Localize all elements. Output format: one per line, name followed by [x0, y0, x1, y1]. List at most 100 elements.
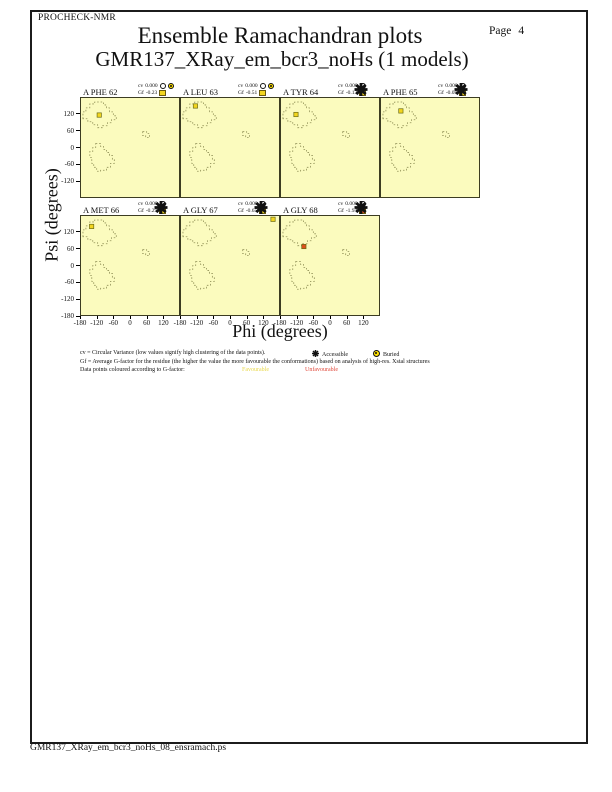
- cv-value: 0.000: [345, 83, 358, 90]
- x-tick-label: 60: [343, 319, 351, 327]
- plot-canvas: [82, 101, 150, 172]
- gf-label: Gf: [238, 207, 244, 214]
- x-tick-label: 120: [258, 319, 269, 327]
- cv-line: cv 0.000: [338, 83, 384, 96]
- data-point: [398, 108, 404, 114]
- ramachandran-plot-a-met-66: A MET 66 cv 0.000 Gf -0.29: [80, 201, 180, 316]
- app-name: PROCHECK-NMR: [38, 13, 116, 23]
- y-tick-label: 120: [63, 227, 75, 236]
- favourable-region-outline: [182, 101, 217, 129]
- gf-value: -0.29: [145, 207, 158, 214]
- y-tick-label: 120: [63, 109, 75, 118]
- y-tick-mark: [76, 281, 80, 283]
- x-tick-mark: [180, 316, 181, 319]
- y-tick-label: 0: [70, 143, 75, 152]
- favourable-region-outline: [289, 143, 315, 172]
- x-tick-mark: [313, 316, 315, 319]
- cv-line: cv 0.000: [238, 83, 284, 90]
- y-tick-mark: [76, 248, 80, 250]
- plot-stats: cv 0.000 Gf -0.08: [438, 83, 484, 96]
- plot-canvas: [182, 216, 276, 290]
- legend-gf-note: Gf = Average G-factor for the residue (t…: [80, 358, 430, 365]
- x-tick-mark: [96, 316, 98, 319]
- ramachandran-plot-a-gly-67: A GLY 67 cv 0.000 Gf -0.65: [180, 201, 280, 316]
- x-tick-label: -180: [173, 319, 187, 327]
- output-filename: GMR137_XRay_em_bcr3_noHs_08_ensramach.ps: [30, 743, 227, 753]
- page-number-value: 4: [518, 25, 525, 37]
- page-border: [30, 10, 588, 744]
- x-tick-mark: [280, 316, 281, 319]
- x-tick-mark: [330, 316, 331, 319]
- legend-favourable-label: Favourable: [242, 367, 269, 373]
- gf-value: -0.23: [145, 89, 158, 96]
- y-tick-label: 0: [70, 261, 75, 270]
- cv-value: 0.000: [245, 201, 258, 208]
- x-tick-label: -60: [208, 319, 218, 327]
- favourable-region-outline: [282, 219, 317, 247]
- favourable-region-outline: [242, 249, 250, 256]
- x-tick-mark: [163, 316, 165, 319]
- gf-label: Gf: [438, 89, 444, 96]
- y-tick-mark: [76, 265, 80, 266]
- x-tick-label: -120: [190, 319, 204, 327]
- page-number: Page 4: [489, 25, 524, 37]
- x-tick-mark: [296, 316, 298, 319]
- y-tick-mark: [76, 231, 80, 233]
- x-tick-label: -120: [90, 319, 104, 327]
- favourable-region-outline: [242, 131, 250, 138]
- residue-label: A PHE 65: [383, 87, 418, 97]
- plot-stats: cv 0.000 Gf -0.23: [138, 83, 184, 96]
- data-point: [192, 103, 198, 109]
- y-tick-label: -180: [61, 312, 74, 320]
- plot-stats: cv 0.000 Gf -0.65: [238, 201, 284, 214]
- x-tick-mark: [80, 316, 81, 319]
- cv-line: cv 0.000: [138, 201, 184, 214]
- page-title: Ensemble Ramachandran plots: [137, 23, 423, 48]
- ensemble-subtitle: GMR137_XRay_em_bcr3_noHs (1 models): [95, 47, 469, 71]
- favourable-region-outline: [82, 101, 117, 129]
- cv-value: 0.000: [445, 83, 458, 90]
- data-point: [96, 112, 102, 118]
- y-tick-label: -60: [64, 160, 74, 169]
- plot-canvas: [182, 101, 250, 172]
- x-tick-label: 60: [243, 319, 251, 327]
- cv-line: cv 0.000: [338, 201, 384, 214]
- gf-line: Gf -0.51: [238, 89, 284, 96]
- data-point: [270, 216, 276, 222]
- gf-label: Gf: [338, 207, 344, 214]
- plot-canvas: [282, 219, 350, 290]
- ramachandran-plot-a-phe-65: A PHE 65 cv 0.000 Gf -0.08: [380, 83, 480, 198]
- residue-label: A PHE 62: [83, 87, 118, 97]
- y-tick-mark: [76, 147, 80, 148]
- favourable-region-outline: [89, 261, 115, 290]
- plot-header: A GLY 67 cv 0.000 Gf -0.65: [181, 201, 279, 215]
- residue-label: A TYR 64: [283, 87, 319, 97]
- gf-label: Gf: [238, 89, 244, 96]
- residue-label: A GLY 67: [183, 205, 218, 215]
- page-label: Page: [489, 25, 512, 37]
- x-tick-label: -60: [108, 319, 118, 327]
- x-tick-mark: [146, 316, 148, 319]
- plot-canvas: [82, 219, 150, 290]
- favourable-region-outline: [342, 131, 350, 138]
- y-tick-label: 60: [67, 244, 74, 253]
- legend-buried-label: Buried: [383, 352, 400, 358]
- gf-label: Gf: [138, 89, 144, 96]
- gf-line: Gf -0.23: [138, 89, 184, 96]
- cv-label: cv: [438, 83, 444, 90]
- favourable-region-outline: [142, 249, 150, 256]
- y-tick-label: -120: [61, 295, 74, 304]
- plot-row-2: A MET 66 cv 0.000 Gf -0.29 A GLY 67 cv 0.000 Gf -…: [80, 201, 380, 316]
- cv-value: 0.000: [245, 83, 258, 90]
- plot-stats: cv 0.000 Gf -0.13: [338, 83, 384, 96]
- data-point: [301, 244, 307, 250]
- y-tick-mark: [76, 180, 80, 182]
- x-axis-title: Phi (degrees): [232, 321, 328, 341]
- cv-label: cv: [338, 201, 344, 208]
- y-tick-mark: [76, 315, 80, 317]
- cv-value: 0.000: [145, 83, 158, 90]
- cv-line: cv 0.000: [438, 83, 484, 96]
- x-tick-label: 120: [158, 319, 169, 327]
- gf-value: -0.51: [245, 89, 258, 96]
- x-tick-label: 120: [358, 319, 369, 327]
